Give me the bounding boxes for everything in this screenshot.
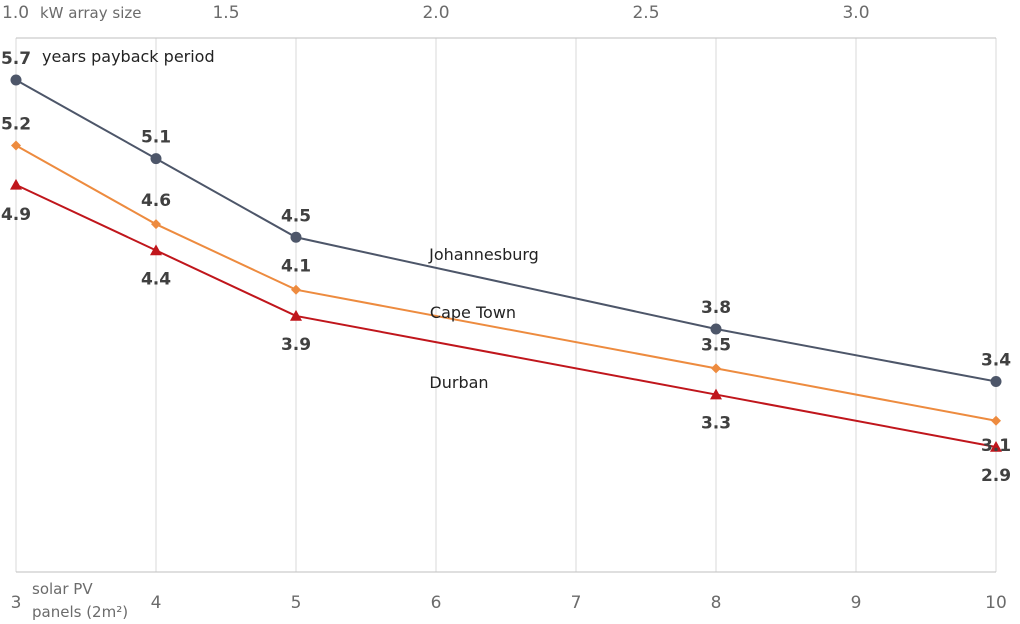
marker-cape-town-8	[711, 363, 721, 374]
series-line-johannesburg	[15, 79, 997, 383]
x-tick-label-5: 5	[291, 593, 302, 613]
marker-johannesburg-8	[710, 323, 722, 335]
data-label-cape-town-5: 4.1	[281, 257, 311, 277]
top-axis-caption: kW array size	[40, 4, 141, 22]
data-label-cape-town-8: 3.5	[701, 335, 731, 355]
data-label-durban-8: 3.3	[701, 414, 731, 434]
marker-johannesburg-5	[290, 231, 302, 243]
marker-cape-town-5	[291, 284, 301, 295]
marker-durban-5	[290, 309, 302, 321]
data-label-cape-town-10: 3.1	[981, 436, 1011, 456]
series-name-durban: Durban	[429, 373, 488, 392]
data-label-cape-town-3: 5.2	[1, 115, 31, 135]
x-axis-caption-line1: solar PV	[32, 580, 93, 598]
top-tick-label-1.0: 1.0	[2, 3, 29, 23]
x-tick-label-3: 3	[11, 593, 22, 613]
top-tick-label-2.0: 2.0	[422, 3, 449, 23]
x-tick-label-7: 7	[571, 593, 582, 613]
top-tick-label-1.5: 1.5	[212, 3, 239, 23]
data-label-durban-3: 4.9	[1, 205, 31, 225]
marker-johannesburg-4	[150, 153, 162, 165]
marker-durban-8	[710, 388, 722, 400]
marker-johannesburg-10	[990, 375, 1002, 387]
data-label-durban-5: 3.9	[281, 335, 311, 355]
data-label-johannesburg-5: 4.5	[281, 206, 311, 226]
data-label-durban-10: 2.9	[981, 466, 1011, 486]
marker-durban-10	[990, 441, 1002, 452]
top-tick-label-2.5: 2.5	[632, 3, 659, 23]
x-tick-label-9: 9	[851, 593, 862, 613]
data-label-johannesburg-10: 3.4	[981, 350, 1011, 370]
marker-durban-4	[150, 244, 162, 256]
data-label-durban-4: 4.4	[141, 269, 171, 289]
x-tick-label-6: 6	[431, 593, 442, 613]
x-axis-caption-line2: panels (2m²)	[32, 603, 128, 621]
data-label-johannesburg-3: 5.7	[1, 49, 31, 69]
marker-cape-town-3	[11, 140, 21, 151]
x-tick-label-10: 10	[985, 593, 1007, 613]
marker-johannesburg-3	[10, 74, 22, 86]
y-axis-label: years payback period	[42, 47, 215, 66]
marker-durban-3	[10, 178, 22, 190]
data-label-johannesburg-4: 5.1	[141, 128, 171, 148]
data-label-johannesburg-8: 3.8	[701, 298, 731, 318]
marker-cape-town-4	[151, 219, 161, 230]
series-name-cape-town: Cape Town	[430, 303, 516, 322]
data-label-cape-town-4: 4.6	[141, 191, 171, 211]
marker-cape-town-10	[991, 415, 1001, 426]
x-tick-label-4: 4	[151, 593, 162, 613]
series-name-johannesburg: Johannesburg	[428, 245, 539, 264]
top-tick-label-3.0: 3.0	[842, 3, 869, 23]
x-tick-label-8: 8	[711, 593, 722, 613]
